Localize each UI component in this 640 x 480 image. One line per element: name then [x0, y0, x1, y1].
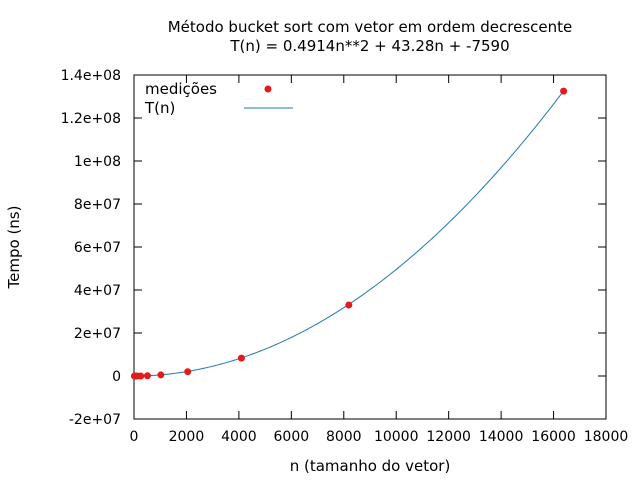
y-tick-label: 1.2e+08 — [61, 111, 121, 127]
data-point — [157, 371, 165, 379]
y-tick-label: 6e+07 — [74, 240, 121, 256]
x-tick-label: 4000 — [221, 429, 257, 445]
y-tick-label: 8e+07 — [74, 197, 121, 213]
y-tick-label: 4e+07 — [74, 283, 121, 299]
legend-marker-medicoes — [264, 85, 272, 93]
y-tick-label: 2e+07 — [74, 326, 121, 342]
x-tick-label: 16000 — [531, 429, 576, 445]
data-point — [345, 301, 353, 309]
axis-ticks: 0 2000 4000 6000 8000 10000 12000 14000 16000 180… — [61, 68, 629, 445]
data-point — [137, 372, 145, 380]
chart-title: Método bucket sort com vetor em ordem de… — [168, 18, 573, 36]
y-tick-label: 0 — [112, 369, 121, 385]
x-tick-label: 8000 — [326, 429, 362, 445]
legend-label-tn: T(n) — [144, 99, 175, 117]
data-point — [560, 87, 568, 95]
x-tick-label: 2000 — [169, 429, 205, 445]
x-tick-label: 18000 — [584, 429, 629, 445]
x-tick-label: 10000 — [374, 429, 419, 445]
data-point — [184, 368, 192, 376]
data-point — [143, 372, 151, 380]
chart-subtitle: T(n) = 0.4914n**2 + 43.28n + -7590 — [229, 37, 509, 55]
x-axis-label: n (tamanho do vetor) — [290, 457, 451, 475]
fit-line — [133, 90, 565, 377]
legend-label-medicoes: medições — [145, 80, 217, 98]
plot-series — [130, 87, 568, 380]
legend-marks — [244, 85, 293, 109]
y-tick-label: 1e+08 — [74, 154, 121, 170]
y-tick-label: -2e+07 — [69, 412, 121, 428]
x-tick-label: 14000 — [479, 429, 524, 445]
x-tick-label: 12000 — [426, 429, 471, 445]
legend: medições T(n) — [144, 80, 293, 117]
y-tick-label: 1.4e+08 — [61, 68, 121, 84]
x-tick-label: 6000 — [274, 429, 310, 445]
y-axis-label: Tempo (ns) — [5, 206, 23, 290]
data-point — [237, 354, 245, 362]
x-tick-label: 0 — [130, 429, 139, 445]
